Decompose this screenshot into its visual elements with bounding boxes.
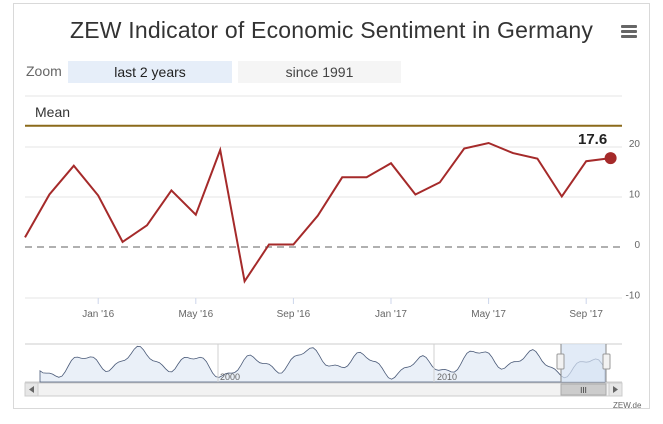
grid-lines [25, 95, 622, 299]
zoom-last-2-years-button[interactable]: last 2 years [68, 61, 232, 83]
navigator-year-label: 2000 [220, 372, 240, 382]
last-value-label: 17.6 [578, 131, 607, 148]
scrollbar[interactable]: III [24, 382, 623, 397]
navigator-right-handle[interactable] [602, 353, 611, 370]
series-line [24, 141, 611, 284]
scroll-right-arrow-icon [613, 386, 618, 393]
navigator-year-label: 2010 [437, 372, 457, 382]
scrollbar-thumb[interactable] [560, 383, 607, 396]
x-tick-label: Jan '16 [82, 309, 114, 320]
scrollbar-track[interactable] [24, 382, 623, 397]
navigator-selection-window[interactable] [561, 344, 606, 382]
credit-label: ZEW.de [613, 401, 642, 410]
y-tick-label: 10 [629, 190, 641, 201]
zoom-since-1991-button[interactable]: since 1991 [238, 61, 401, 83]
chart-title: ZEW Indicator of Economic Sentiment in G… [69, 17, 594, 43]
x-tick-label: May '17 [471, 309, 506, 320]
hamburger-menu-icon[interactable] [621, 25, 637, 39]
navigator-left-handle[interactable] [556, 353, 565, 370]
y-tick-label: 0 [634, 240, 640, 251]
y-tick-label: 20 [629, 139, 641, 150]
y-axis: 20 10 0 -10 [626, 139, 641, 302]
y-tick-label: -10 [626, 291, 641, 302]
navigator[interactable]: 2000 2010 [25, 343, 622, 383]
x-tick-label: Sep '17 [569, 309, 603, 320]
x-tick-label: Jan '17 [375, 309, 407, 320]
x-tick-label: Sep '16 [277, 309, 311, 320]
mean-label: Mean [35, 104, 70, 120]
scrollbar-thumb-grip-icon: III [580, 386, 587, 395]
scroll-left-arrow-icon [29, 386, 34, 393]
x-axis: Jan '16 May '16 Sep '16 Jan '17 May '17 Sep '… [82, 298, 603, 320]
x-tick-label: May '16 [178, 309, 213, 320]
zoom-label: Zoom [26, 63, 62, 79]
last-point-marker[interactable] [604, 152, 617, 165]
navigator-series-area [39, 345, 606, 383]
